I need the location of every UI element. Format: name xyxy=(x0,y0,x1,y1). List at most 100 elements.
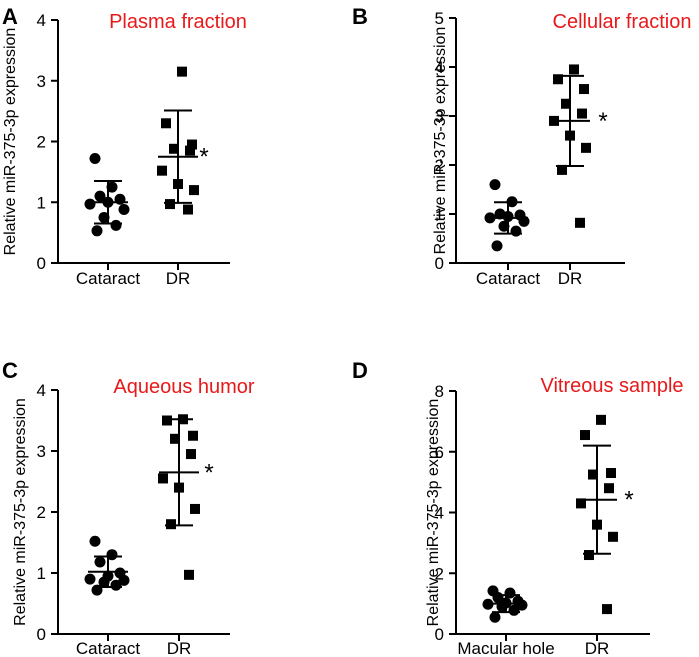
data-point-square xyxy=(169,143,179,154)
significance-marker: * xyxy=(204,459,213,486)
data-point-circle xyxy=(94,556,106,568)
significance-marker: * xyxy=(598,108,607,135)
data-point-square xyxy=(158,473,168,484)
y-axis-label: Relative miR-375-3p expression xyxy=(425,399,442,627)
y-tick-label: 4 xyxy=(37,381,46,400)
data-point-square xyxy=(569,64,579,75)
data-point-circle xyxy=(498,220,510,232)
x-tick-label: DR xyxy=(558,269,583,288)
x-tick-label: Cataract xyxy=(76,269,141,288)
data-point-square xyxy=(604,483,614,494)
y-tick-label: 0 xyxy=(435,254,444,273)
y-tick-label: 0 xyxy=(37,254,46,273)
data-point-circle xyxy=(98,576,110,588)
y-axis-label: Relative miR-375-3p expression xyxy=(432,27,449,255)
data-point-square xyxy=(157,165,167,176)
data-point-circle xyxy=(89,153,101,165)
data-point-square xyxy=(553,74,563,85)
data-point-circle xyxy=(491,240,503,252)
data-point-circle xyxy=(510,225,522,237)
data-point-square xyxy=(161,118,171,129)
panel-letter: A xyxy=(2,4,18,29)
panel-letter: B xyxy=(352,4,368,29)
data-point-circle xyxy=(84,573,96,585)
data-point-circle xyxy=(110,219,122,231)
data-point-circle xyxy=(98,211,110,223)
data-point-circle xyxy=(516,599,528,611)
chart-panel-b: B Cellular fraction 0 1 2 3 4 5 Cataract DR Relati… xyxy=(352,4,691,288)
data-point-square xyxy=(557,164,567,175)
data-point-square xyxy=(584,550,594,561)
data-point-square xyxy=(189,185,199,196)
chart-panel-c: C Aqueous humor 0 1 2 3 4 Cataract DR Relative mi… xyxy=(2,358,255,657)
data-point-square xyxy=(596,414,606,425)
panel-letter: D xyxy=(352,358,368,383)
significance-marker: * xyxy=(199,144,208,171)
chart-panel-d: D Vitreous sample 0 2 4 6 8 Macular hole DR Relat… xyxy=(352,358,684,657)
chart-title: Plasma fraction xyxy=(109,11,247,33)
significance-marker: * xyxy=(624,487,633,514)
data-point-square xyxy=(576,498,586,509)
data-point-square xyxy=(166,519,176,530)
y-tick-label: 3 xyxy=(37,72,46,91)
data-point-circle xyxy=(89,535,101,547)
data-point-square xyxy=(608,531,618,542)
data-point-circle xyxy=(118,574,130,586)
chart-panel-a: A Plasma fraction 0 1 2 3 4 Cataract DR Relative … xyxy=(2,4,247,288)
panel-letter: C xyxy=(2,358,18,383)
data-point-square xyxy=(184,569,194,580)
data-point-square xyxy=(165,199,175,210)
data-point-square xyxy=(561,98,571,109)
x-tick-label: DR xyxy=(585,639,610,657)
data-point-square xyxy=(170,433,180,444)
y-tick-label: 5 xyxy=(435,9,444,28)
y-tick-label: 1 xyxy=(37,564,46,583)
data-point-circle xyxy=(489,179,501,191)
y-axis-label: Relative miR-375-3p expression xyxy=(2,28,19,256)
y-tick-label: 0 xyxy=(37,625,46,644)
y-tick-label: 3 xyxy=(435,107,444,126)
data-point-circle xyxy=(84,198,96,210)
data-point-square xyxy=(162,415,172,426)
chart-title: Cellular fraction xyxy=(553,11,692,33)
data-point-circle xyxy=(110,579,122,591)
data-point-square xyxy=(580,430,590,441)
y-tick-label: 1 xyxy=(435,205,444,224)
x-tick-label: Cataract xyxy=(76,639,141,657)
y-tick-label: 1 xyxy=(37,193,46,212)
data-point-square xyxy=(177,66,187,77)
y-tick-label: 4 xyxy=(37,11,46,30)
chart-title: Vitreous sample xyxy=(540,375,683,397)
y-tick-label: 2 xyxy=(435,564,444,583)
data-point-square xyxy=(188,430,198,441)
data-point-square xyxy=(577,108,587,119)
y-axis-label: Relative miR-375-3p expression xyxy=(12,398,29,626)
x-tick-label: Cataract xyxy=(476,269,541,288)
x-tick-label: DR xyxy=(167,639,192,657)
data-point-square xyxy=(575,217,585,228)
data-point-square xyxy=(186,449,196,460)
y-tick-label: 2 xyxy=(435,156,444,175)
chart-title: Aqueous humor xyxy=(113,376,255,398)
data-point-square xyxy=(588,469,598,480)
y-tick-label: 2 xyxy=(37,503,46,522)
data-point-square xyxy=(185,145,195,156)
x-tick-label: Macular hole xyxy=(457,639,554,657)
data-point-square xyxy=(183,204,193,215)
y-tick-label: 6 xyxy=(435,443,444,462)
data-point-circle xyxy=(508,604,520,616)
data-point-circle xyxy=(106,181,118,193)
y-tick-label: 2 xyxy=(37,133,46,152)
data-point-circle xyxy=(489,611,501,623)
data-point-square xyxy=(581,142,591,153)
data-point-square xyxy=(579,84,589,95)
data-point-circle xyxy=(91,225,103,237)
y-tick-label: 4 xyxy=(435,504,444,523)
data-point-square xyxy=(187,139,197,150)
data-point-square xyxy=(602,604,612,615)
data-point-circle xyxy=(118,204,130,216)
data-point-square xyxy=(190,503,200,514)
y-tick-label: 8 xyxy=(435,382,444,401)
data-point-square xyxy=(606,468,616,479)
